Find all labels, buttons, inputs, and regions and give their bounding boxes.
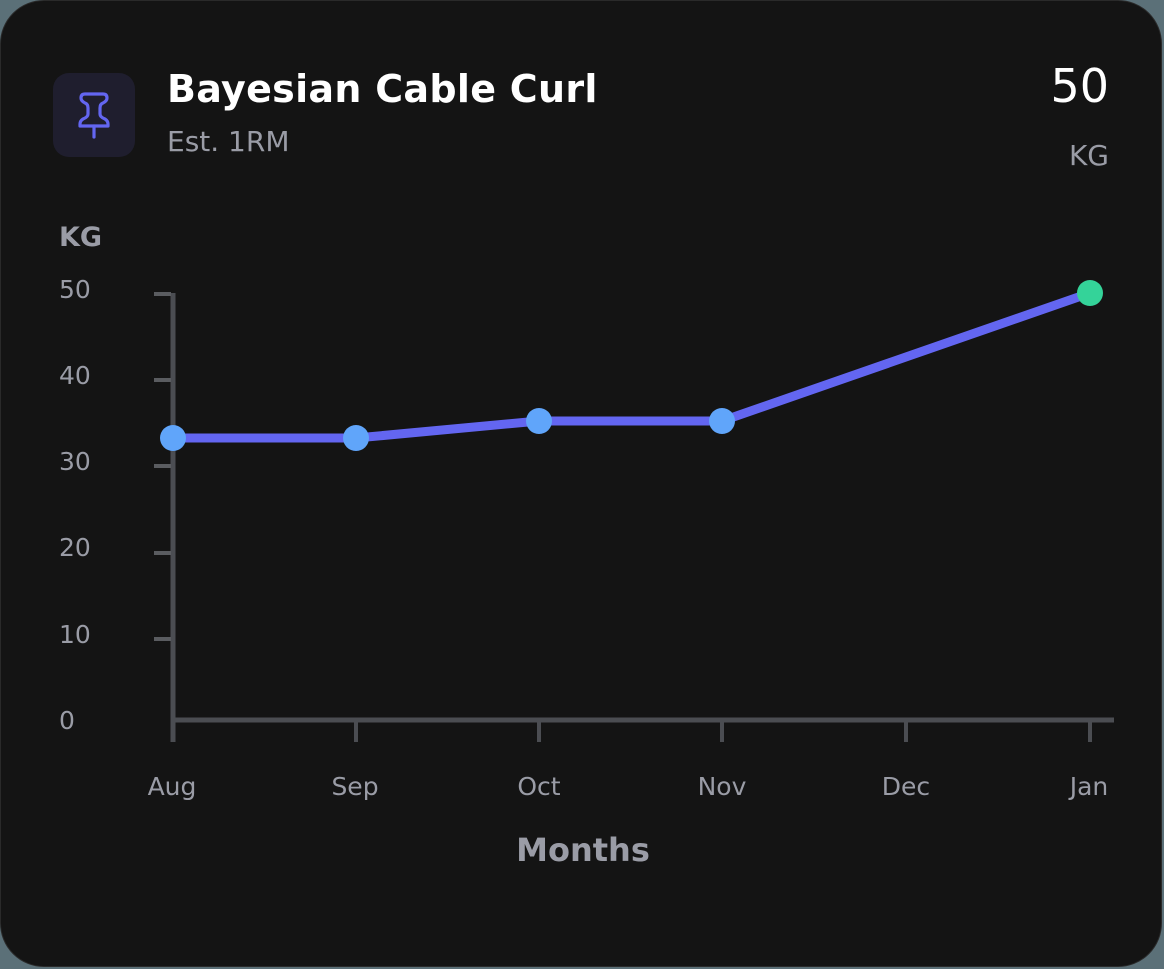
data-point-aug[interactable] <box>160 425 186 451</box>
y-tick-label: 40 <box>59 361 91 390</box>
pushpin-icon <box>78 92 110 139</box>
data-point-jan-latest[interactable] <box>1077 280 1103 306</box>
data-point-oct[interactable] <box>526 408 552 434</box>
x-axis <box>171 717 1114 742</box>
x-tick-labels: Aug Sep Oct Nov Dec Jan <box>148 772 1109 801</box>
data-point-nov[interactable] <box>709 408 735 434</box>
current-value: 50 <box>1050 59 1109 113</box>
y-tick-label: 0 <box>59 706 75 735</box>
y-axis <box>154 292 176 742</box>
metric-subtitle: Est. 1RM <box>167 125 290 158</box>
y-axis-title: KG <box>59 222 102 253</box>
x-tick-label: Oct <box>517 772 560 801</box>
y-tick-label: 20 <box>59 533 91 562</box>
y-tick-label: 50 <box>59 275 91 304</box>
x-tick-label: Nov <box>698 772 747 801</box>
exercise-icon-tile[interactable] <box>53 73 135 157</box>
data-point-sep[interactable] <box>343 425 369 451</box>
x-axis-title: Months <box>516 831 650 869</box>
x-tick-label: Sep <box>331 772 378 801</box>
y-tick-label: 30 <box>59 447 91 476</box>
series-line <box>168 288 1095 443</box>
current-unit: KG <box>1068 139 1109 172</box>
x-tick-label: Aug <box>148 772 197 801</box>
x-tick-label: Dec <box>882 772 930 801</box>
x-tick-label: Jan <box>1068 772 1109 801</box>
data-points <box>160 280 1103 451</box>
y-tick-labels: 50 40 30 20 10 0 <box>59 275 91 735</box>
exercise-title: Bayesian Cable Curl <box>167 67 598 111</box>
y-tick-label: 10 <box>59 620 91 649</box>
